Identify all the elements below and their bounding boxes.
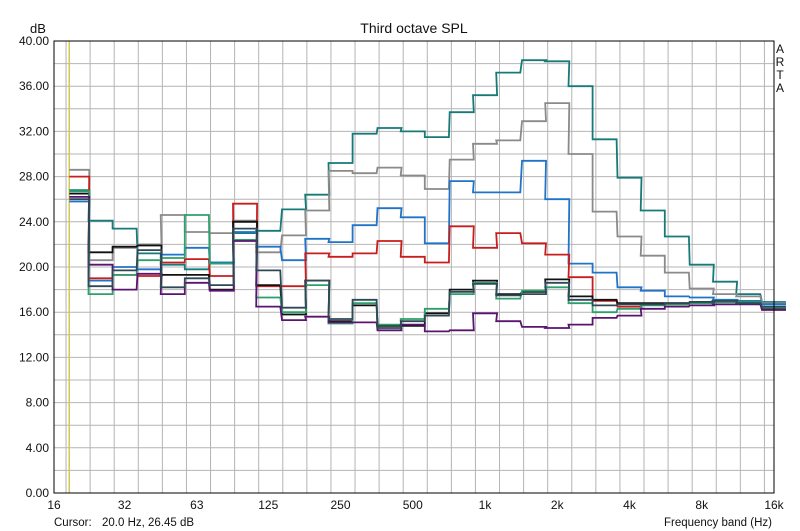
x-tick-label: 63 xyxy=(190,498,204,512)
x-axis-label: Frequency band (Hz) xyxy=(664,517,772,529)
y-tick-label: 36.00 xyxy=(19,79,49,93)
y-tick-label: 20.00 xyxy=(19,260,49,274)
y-tick-label: 4.00 xyxy=(26,441,50,455)
x-tick-labels: 16 32 63 125 250 500 1k 2k 4k 8k 16k xyxy=(47,498,784,512)
x-tick-label: 500 xyxy=(403,498,423,512)
x-tick-label: 250 xyxy=(331,498,351,512)
y-tick-label: 12.00 xyxy=(19,350,49,364)
y-axis-label: dB xyxy=(30,21,46,36)
cursor-label: Cursor: xyxy=(54,517,92,529)
y-tick-label: 28.00 xyxy=(19,170,49,184)
series-line-1 xyxy=(69,59,786,303)
plot-frame xyxy=(53,40,775,494)
arta-letter: T xyxy=(776,68,784,82)
cursor-value: 20.0 Hz, 26.45 dB xyxy=(102,517,194,529)
y-tick-label: 24.00 xyxy=(19,215,49,229)
x-tick-label: 2k xyxy=(551,498,565,512)
x-tick-label: 4k xyxy=(623,498,637,512)
x-tick-label: 8k xyxy=(695,498,709,512)
grid xyxy=(54,41,774,493)
y-tick-label: 40.00 xyxy=(19,34,49,48)
x-tick-label: 125 xyxy=(258,498,278,512)
y-tick-label: 32.00 xyxy=(19,124,49,138)
x-tick-label: 16 xyxy=(47,498,61,512)
y-tick-label: 8.00 xyxy=(26,396,50,410)
x-tick-label: 32 xyxy=(118,498,132,512)
series-line-6 xyxy=(69,190,786,326)
series-layer xyxy=(69,59,786,333)
chart-title: Third octave SPL xyxy=(360,20,468,36)
y-tick-label: 0.00 xyxy=(26,486,50,500)
arta-letter: A xyxy=(776,42,784,56)
y-tick-label: 16.00 xyxy=(19,305,49,319)
x-tick-label: 16k xyxy=(764,498,784,512)
x-tick-label: 1k xyxy=(479,498,493,512)
series-line-8 xyxy=(69,198,786,329)
y-tick-labels: 0.00 4.00 8.00 12.00 16.00 20.00 24.00 28.00 32.… xyxy=(19,34,49,500)
arta-letter: A xyxy=(776,81,784,95)
arta-letter: R xyxy=(776,55,785,69)
